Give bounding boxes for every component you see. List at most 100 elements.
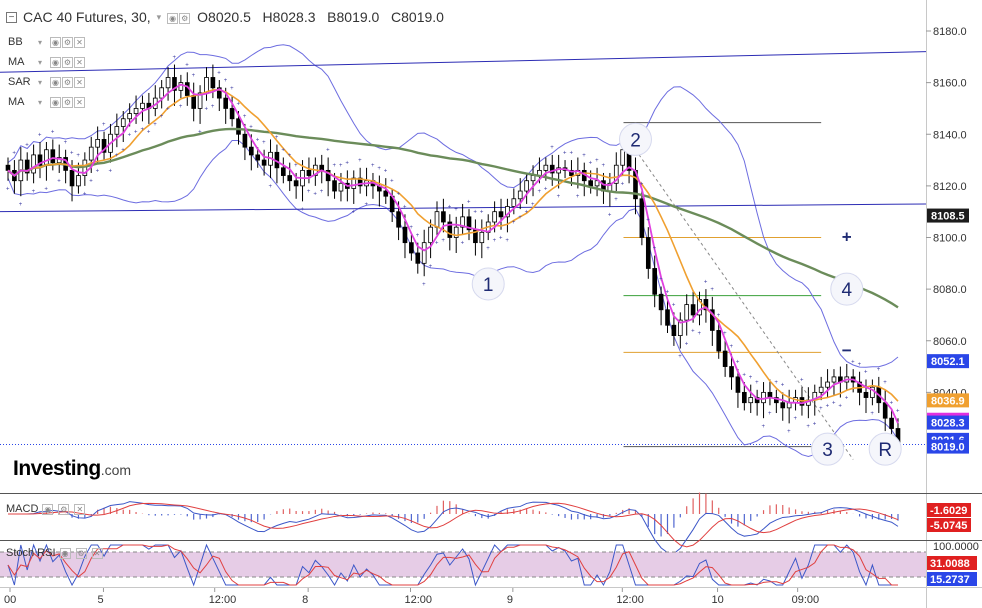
candle-body (338, 182, 344, 192)
sar-dot: + (390, 179, 394, 185)
sar-dot: + (576, 194, 580, 200)
sar-dot: + (755, 380, 759, 386)
eye-icon[interactable]: ◉ (50, 56, 61, 68)
header-settings[interactable]: ◉ ⚙ (167, 9, 191, 25)
sar-dot: + (365, 202, 369, 208)
close-icon[interactable]: ✕ (74, 36, 85, 48)
sar-dot: + (211, 104, 215, 110)
sar-dot: + (397, 192, 401, 198)
x-tick-label: 9 (507, 594, 513, 606)
indicator-row-sar[interactable]: SAR ▾ ◉ ⚙ ✕ (8, 72, 86, 92)
wave-label: 2 (630, 130, 641, 151)
eye-icon[interactable]: ◉ (50, 76, 61, 88)
wave-label: 1 (483, 275, 494, 296)
close-icon[interactable]: ✕ (74, 76, 85, 88)
sar-dot: + (326, 148, 330, 154)
sar-dot: + (525, 210, 529, 216)
sar-dot: + (826, 403, 830, 409)
candle-body (748, 397, 754, 404)
indicator-row-bb[interactable]: BB ▾ ◉ ⚙ ✕ (8, 32, 86, 52)
sar-dot: + (877, 367, 881, 373)
candle-body (761, 391, 766, 404)
sar-dot: + (345, 161, 349, 167)
stoch-rsi-label[interactable]: Stoch RSI ◉ ⚙ ✕ (6, 547, 104, 559)
gear-icon[interactable]: ⚙ (75, 547, 87, 559)
candle-body (229, 108, 235, 120)
sar-dot: + (698, 331, 702, 337)
sar-dot: + (896, 408, 900, 414)
candle-body (236, 118, 241, 135)
x-tick-label: 12:00 (209, 594, 237, 606)
sar-dot: + (147, 130, 151, 136)
sar-dot: + (64, 140, 68, 146)
sar-dot: + (217, 70, 221, 76)
sar-dot: + (269, 184, 273, 190)
sar-dot: + (237, 101, 241, 107)
candle-body (281, 167, 286, 176)
stoch-value-box (927, 572, 977, 586)
macd-label[interactable]: MACD ◉ ⚙ ✕ (6, 503, 86, 515)
wave-label-circle (471, 267, 505, 301)
sar-dot: + (429, 264, 433, 270)
sar-dot: + (768, 411, 772, 417)
sar-dot: + (128, 132, 132, 138)
close-icon[interactable]: ✕ (74, 56, 85, 68)
wave-label: 3 (822, 440, 833, 461)
stoch-d-line (7, 544, 898, 586)
gear-icon[interactable]: ⚙ (62, 76, 73, 88)
investing-logo: Investing.com (13, 457, 132, 480)
candle-body (780, 402, 786, 409)
candle-body (498, 211, 504, 218)
close-icon[interactable]: ✕ (74, 503, 86, 515)
candle-body (524, 180, 529, 192)
sar-dot: + (204, 106, 208, 112)
chevron-down-icon[interactable]: ▾ (38, 77, 43, 87)
chevron-down-icon[interactable]: ▾ (38, 37, 43, 47)
sar-dot: + (665, 290, 669, 296)
stoch-value-box (927, 556, 977, 570)
price-label: 8108.5 (931, 211, 965, 223)
sar-dot: + (51, 130, 55, 136)
gear-icon[interactable]: ⚙ (62, 96, 73, 108)
sar-dot: + (25, 143, 29, 149)
gear-icon[interactable]: ⚙ (62, 56, 73, 68)
chevron-down-icon[interactable]: ▾ (156, 11, 162, 22)
candle-body (50, 149, 56, 164)
eye-icon[interactable]: ◉ (59, 547, 71, 559)
indicator-row-ma-2[interactable]: MA ▾ ◉ ⚙ ✕ (8, 92, 86, 112)
sar-dot: + (467, 199, 471, 205)
symbol-title[interactable]: CAC 40 Futures, 30, (23, 9, 151, 25)
eye-icon[interactable]: ◉ (42, 503, 54, 515)
close-icon[interactable]: ✕ (74, 96, 85, 108)
sar-dot: + (44, 186, 48, 192)
macd-value-box (927, 518, 971, 532)
gear-icon[interactable]: ⚙ (58, 503, 70, 515)
sar-dot: + (416, 233, 420, 239)
sar-dot: + (12, 150, 16, 156)
sar-dot: + (313, 192, 317, 198)
trend-lines (0, 51, 927, 460)
sar-dot: + (870, 411, 874, 417)
collapse-icon[interactable]: − (6, 11, 17, 23)
y-tick-label: 8160.0 (933, 78, 967, 90)
candle-body (428, 226, 433, 244)
chevron-down-icon[interactable]: ▾ (38, 97, 43, 107)
eye-icon[interactable]: ◉ (50, 96, 61, 108)
sar-dot: + (601, 163, 605, 169)
sar-dot: + (134, 130, 138, 136)
sar-dot: + (794, 416, 798, 422)
sar-dot: + (883, 380, 887, 386)
candle-body (396, 211, 401, 228)
candle-body (645, 237, 651, 269)
gear-icon[interactable]: ⚙ (62, 36, 73, 48)
candle-body (594, 180, 600, 187)
indicator-row-ma[interactable]: MA ▾ ◉ ⚙ ✕ (8, 52, 86, 72)
sar-dot: + (140, 127, 144, 133)
chevron-down-icon[interactable]: ▾ (38, 57, 43, 67)
eye-icon[interactable]: ◉ (50, 36, 61, 48)
sar-dot: + (838, 403, 842, 409)
sar-dot: + (83, 192, 87, 198)
sar-dot: + (493, 238, 497, 244)
close-icon[interactable]: ✕ (91, 547, 103, 559)
